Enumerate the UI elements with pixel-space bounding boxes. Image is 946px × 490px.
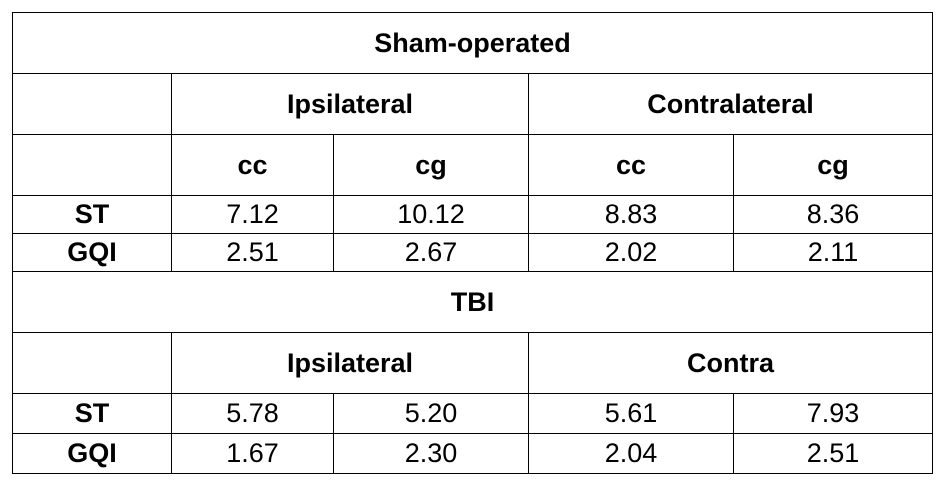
data-table: Sham-operated Ipsilateral Contralateral cc c… (11, 12, 934, 474)
subheader: cg (333, 134, 529, 196)
value-cell: 8.36 (732, 195, 934, 234)
section-header-row: TBI (11, 271, 934, 333)
group-header-row: Ipsilateral Contra (12, 332, 934, 394)
subheader: cg (732, 134, 934, 196)
section-title: TBI (11, 271, 934, 333)
value-cell: 2.30 (333, 433, 529, 474)
group-header-row: Ipsilateral Contralateral (12, 73, 934, 135)
section-title: Sham-operated (11, 12, 934, 74)
data-row: ST 5.78 5.20 5.61 7.93 (12, 393, 934, 434)
row-label: GQI (12, 233, 172, 272)
value-cell: 1.67 (171, 433, 334, 474)
group-header: Contra (527, 332, 934, 394)
data-row: ST 7.12 10.12 8.83 8.36 (12, 195, 934, 234)
group-header: Ipsilateral (171, 73, 529, 135)
value-cell: 2.04 (528, 433, 734, 474)
value-cell: 10.12 (333, 195, 529, 234)
value-cell: 2.51 (171, 233, 334, 272)
subheader: cc (171, 134, 334, 196)
row-label: GQI (12, 433, 172, 474)
row-label: ST (12, 393, 172, 434)
value-cell: 8.83 (528, 195, 734, 234)
data-row: GQI 1.67 2.30 2.04 2.51 (12, 433, 934, 474)
row-label: ST (12, 195, 172, 234)
value-cell: 2.11 (732, 233, 934, 272)
group-header: Ipsilateral (171, 332, 529, 394)
subheader: cc (528, 134, 734, 196)
empty-cell (12, 73, 172, 135)
value-cell: 5.20 (333, 393, 529, 434)
value-cell: 2.02 (528, 233, 734, 272)
value-cell: 2.67 (333, 233, 529, 272)
data-row: GQI 2.51 2.67 2.02 2.11 (12, 233, 934, 272)
value-cell: 5.61 (528, 393, 734, 434)
empty-cell (12, 332, 172, 394)
value-cell: 7.93 (732, 393, 934, 434)
section-header-row: Sham-operated (11, 12, 934, 74)
empty-cell (12, 134, 172, 196)
table-body: Sham-operated Ipsilateral Contralateral cc c… (11, 12, 934, 474)
subheader-row: cc cg cc cg (12, 134, 934, 196)
group-header: Contralateral (527, 73, 934, 135)
value-cell: 7.12 (171, 195, 334, 234)
value-cell: 2.51 (732, 433, 934, 474)
value-cell: 5.78 (171, 393, 334, 434)
